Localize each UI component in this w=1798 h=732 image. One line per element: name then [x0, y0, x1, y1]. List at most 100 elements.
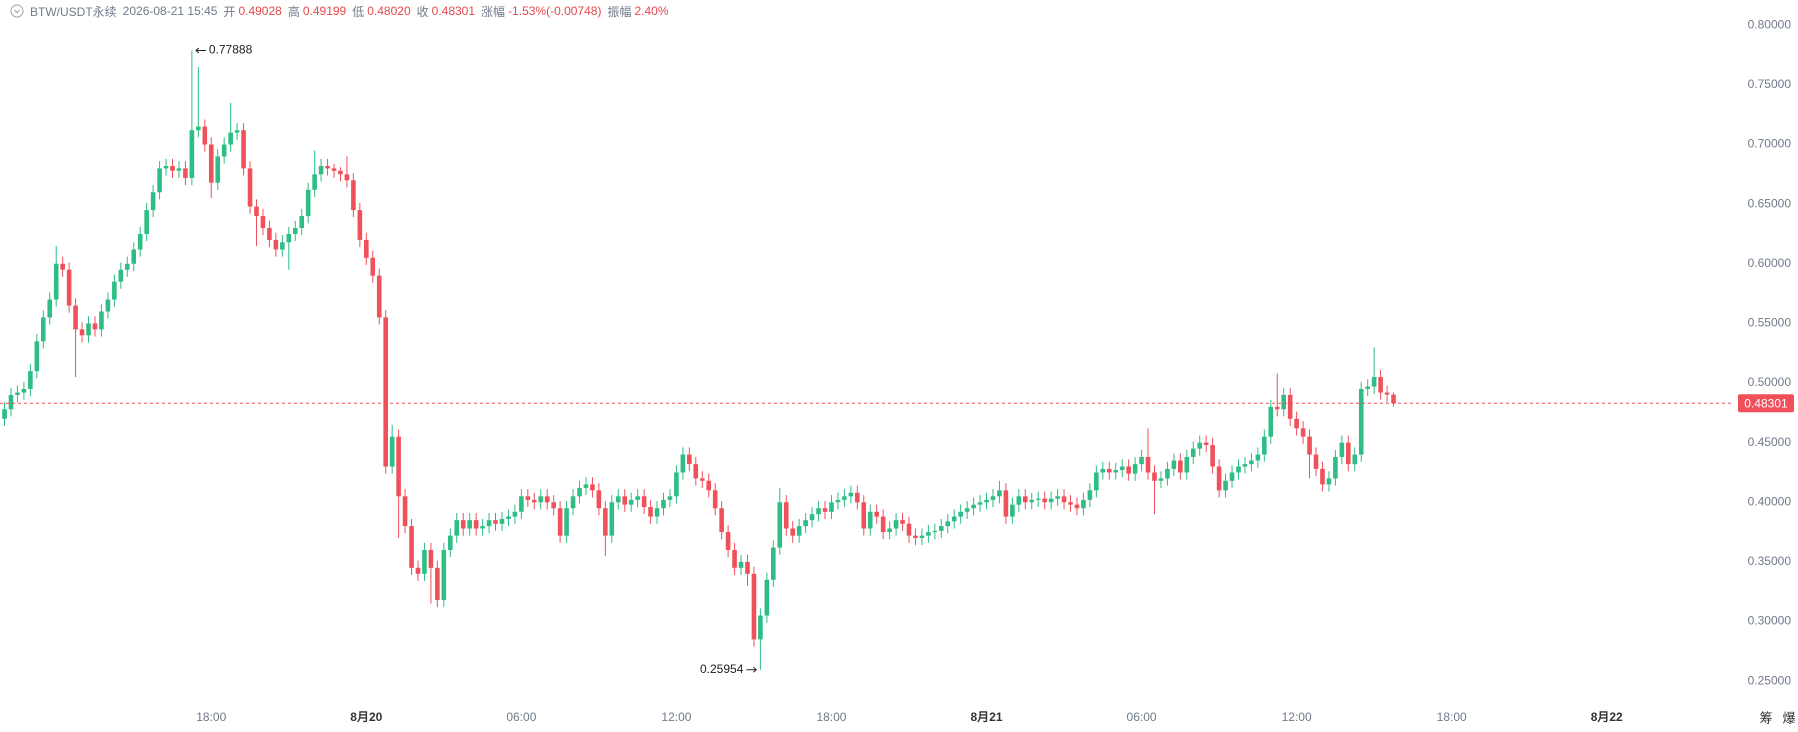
candle-body [234, 130, 240, 133]
header-item: 开 0.49028 [223, 3, 281, 20]
candle-body [1287, 394, 1293, 419]
candle-body [1339, 442, 1345, 457]
x-tick-label: 8月20 [350, 710, 382, 724]
candle-body [1236, 466, 1241, 473]
candle-body [53, 263, 59, 300]
min-arrow [746, 666, 757, 673]
y-tick-label: 0.40000 [1748, 494, 1792, 508]
candle-body [1132, 464, 1138, 474]
candle-body [118, 269, 124, 282]
header-label: 振幅 [607, 4, 632, 19]
candle-body [15, 392, 20, 395]
candle-body [654, 508, 660, 517]
candle-body [777, 502, 783, 548]
candle-body [183, 168, 188, 178]
candle-body [971, 504, 976, 509]
candle-body [370, 257, 376, 276]
candle-body [544, 496, 550, 503]
candle-body [460, 520, 466, 529]
candle-body [1262, 436, 1267, 455]
candle-body [286, 233, 292, 243]
candle-body [357, 210, 363, 240]
candle-body [835, 499, 841, 503]
candle-body [951, 516, 957, 522]
candle-body [1300, 428, 1306, 437]
candle-body [196, 126, 201, 131]
last-price-tag [1738, 394, 1794, 413]
header-value: 0.48301 [431, 4, 476, 18]
candle-body [170, 165, 175, 171]
candle-body [1061, 496, 1067, 503]
candle-body [667, 496, 673, 500]
candle-body [1145, 456, 1151, 473]
candle-body [473, 520, 479, 529]
candle-body [112, 281, 117, 300]
y-tick-label: 0.45000 [1748, 435, 1792, 449]
collapse-icon[interactable] [10, 4, 24, 18]
last-price-label: 0.48301 [1744, 396, 1788, 410]
candle-body [144, 210, 149, 234]
header-value: 0.48020 [367, 4, 411, 18]
candle-body [751, 573, 757, 640]
candle-body [803, 520, 808, 527]
x-tick-label: 18:00 [816, 710, 846, 724]
candle-body [867, 511, 873, 529]
candle-body [1378, 377, 1383, 393]
candle-body [641, 496, 647, 508]
candle-body [822, 508, 828, 512]
y-tick-label: 0.65000 [1748, 196, 1792, 210]
candle-body [1255, 454, 1261, 461]
candle-body [1035, 498, 1041, 500]
candle-body [1371, 377, 1377, 387]
candle-body [376, 275, 382, 318]
candle-body [8, 394, 14, 410]
y-tick-label: 0.30000 [1748, 614, 1792, 628]
candle-body [467, 520, 472, 529]
candle-body [344, 174, 350, 181]
candle-body [1320, 468, 1325, 485]
candle-body [215, 156, 221, 183]
candle-body [312, 174, 317, 190]
candle-body [299, 216, 305, 228]
candle-body [396, 436, 401, 497]
candle-body [92, 323, 98, 330]
candle-body [680, 454, 686, 473]
candle-body [809, 514, 815, 521]
candle-body [254, 206, 259, 217]
candle-body [1268, 406, 1274, 437]
y-tick-label: 0.25000 [1748, 673, 1792, 687]
candle-body [861, 502, 867, 529]
candle-body [150, 192, 156, 211]
candle-body [402, 496, 408, 527]
candle-body [1210, 445, 1215, 467]
candle-body [338, 170, 343, 175]
candle-body [1352, 454, 1358, 465]
candle-body [137, 233, 143, 250]
candle-body [1048, 498, 1054, 503]
candle-body [577, 487, 582, 497]
candle-body [1087, 490, 1093, 500]
header-value: -1.53%(-0.00748) [508, 4, 602, 18]
header-item: 收 0.48301 [417, 3, 475, 20]
candle-body [1106, 468, 1112, 473]
candle-body [1119, 466, 1125, 471]
candle-body [829, 502, 834, 512]
candle-body [622, 496, 628, 505]
candle-body [926, 532, 931, 536]
toolbar-button[interactable]: 爆 [1782, 710, 1795, 725]
header: BTW/USDT永续 2026-08-21 15:45 开 0.49028 高 0.4… [10, 2, 669, 20]
candle-body [977, 502, 983, 505]
candle-body [280, 242, 285, 250]
candle-body [1126, 466, 1131, 474]
candle-body [1184, 456, 1190, 473]
candle-body [609, 502, 615, 536]
toolbar-button[interactable]: 筹 [1759, 710, 1772, 725]
header-value: 0.49028 [238, 4, 282, 18]
candle-body [1003, 490, 1009, 517]
candle-body [493, 520, 498, 524]
candle-body [984, 499, 989, 503]
candle-body [913, 535, 918, 539]
candle-body [1010, 504, 1015, 517]
candle-body [635, 496, 640, 500]
candle-body [706, 480, 712, 491]
